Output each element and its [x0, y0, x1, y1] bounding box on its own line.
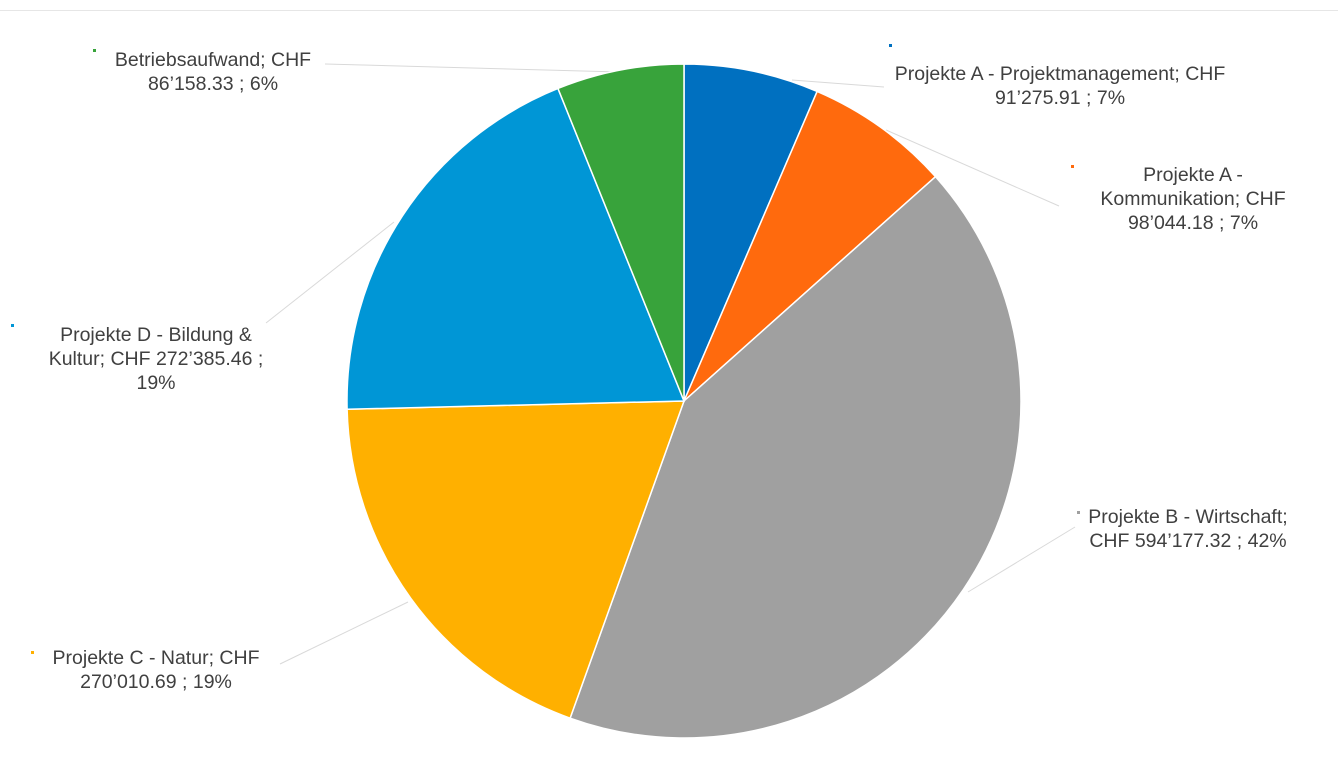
data-label-line: Projekte A -	[1143, 164, 1243, 186]
leader-line-5	[265, 221, 395, 324]
leader-line-2	[885, 129, 1060, 207]
data-label-line: Projekte A - Projektmanagement; CHF	[895, 63, 1226, 85]
data-label-line: Projekte B - Wirtschaft;	[1088, 506, 1287, 528]
label-marker-2	[1071, 165, 1074, 168]
data-label-line: 270’010.69 ; 19%	[80, 671, 232, 693]
pie-slice-6	[556, 63, 685, 402]
leader-line-1	[791, 79, 885, 88]
pie-slice-3	[569, 175, 1022, 739]
top-divider	[0, 10, 1338, 11]
data-label-line: Betriebsaufwand; CHF	[115, 49, 311, 71]
pie-slices	[346, 63, 1022, 739]
data-label-line: 98’044.18 ; 7%	[1128, 212, 1258, 234]
data-label-6: Betriebsaufwand; CHF 86’158.33 ; 6%	[115, 49, 311, 95]
data-label-line: 86’158.33 ; 6%	[148, 73, 278, 95]
label-marker-3	[1077, 511, 1080, 514]
data-label-4: Projekte C - Natur; CHF 270’010.69 ; 19%	[53, 647, 260, 693]
leader-line-6	[324, 63, 621, 73]
data-label-line: CHF 594’177.32 ; 42%	[1089, 530, 1286, 552]
data-label-line: 19%	[136, 372, 175, 394]
data-labels: Projekte A - Projektmanagement; CHF 91’27…	[11, 44, 1288, 693]
data-label-line: 91’275.91 ; 7%	[995, 87, 1125, 109]
data-label-line: Kommunikation; CHF	[1100, 188, 1285, 210]
data-label-3: Projekte B - Wirtschaft; CHF 594’177.32 ;…	[1088, 506, 1287, 552]
label-marker-1	[889, 44, 892, 47]
label-marker-4	[31, 651, 34, 654]
pie-slice-1	[683, 63, 819, 402]
label-marker-6	[93, 49, 96, 52]
data-label-line: Projekte C - Natur; CHF	[53, 647, 260, 669]
leader-lines	[265, 63, 1076, 665]
label-marker-5	[11, 324, 14, 327]
data-label-1: Projekte A - Projektmanagement; CHF 91’27…	[895, 63, 1226, 109]
pie-slice-2	[683, 90, 937, 402]
data-label-5: Projekte D - Bildung & Kultur; CHF 272’38…	[49, 324, 264, 394]
data-label-line: Kultur; CHF 272’385.46 ;	[49, 348, 264, 370]
data-label-line: Projekte D - Bildung &	[60, 324, 252, 346]
leader-line-4	[279, 601, 409, 665]
pie-slice-5	[346, 87, 686, 411]
data-label-2: Projekte A -Kommunikation; CHF 98’044.18 …	[1100, 164, 1285, 234]
leader-line-3	[967, 526, 1076, 593]
pie-slice-4	[346, 400, 686, 720]
